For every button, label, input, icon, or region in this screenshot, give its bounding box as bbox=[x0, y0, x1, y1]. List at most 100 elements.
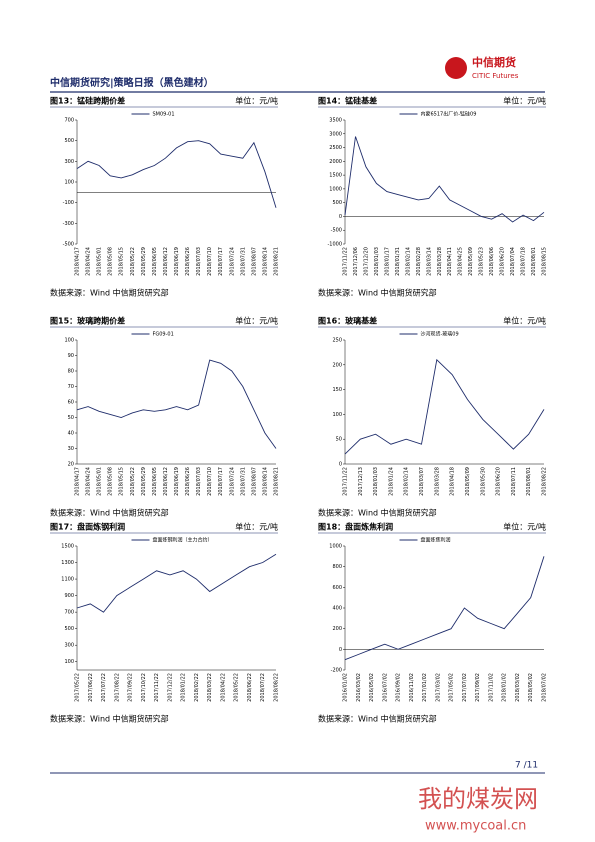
x-tick-label: 2018/06/05 bbox=[152, 247, 158, 276]
figure-title: 图14：锰硅基差 bbox=[318, 96, 377, 106]
y-tick-label: 500 bbox=[332, 200, 342, 206]
x-tick-label: 2018/01/03 bbox=[373, 467, 379, 496]
x-tick-label: 2017/11/02 bbox=[488, 673, 494, 702]
y-tick-label: -500 bbox=[63, 242, 74, 248]
figure-unit: 单位：元/吨 bbox=[235, 522, 278, 532]
x-tick-label: 2018/07/31 bbox=[240, 467, 246, 496]
y-tick-label: 0 bbox=[339, 462, 342, 468]
y-tick-label: 250 bbox=[332, 338, 342, 344]
y-tick-label: 200 bbox=[332, 362, 342, 368]
y-tick-label: 20 bbox=[68, 462, 74, 468]
x-tick-label: 2017/12/20 bbox=[363, 247, 369, 276]
x-tick-label: 2017/12/06 bbox=[353, 247, 359, 276]
x-tick-label: 2018/01/17 bbox=[384, 247, 390, 276]
x-tick-label: 2017/07/02 bbox=[462, 673, 468, 702]
figure-source: 数据来源：Wind 中信期货研究部 bbox=[50, 508, 169, 518]
figure-title: 图16：玻璃基差 bbox=[318, 316, 377, 326]
y-tick-label: 100 bbox=[64, 180, 74, 186]
y-tick-label: 900 bbox=[64, 593, 74, 599]
series-line bbox=[344, 136, 545, 223]
x-tick-label: 2018/08/22 bbox=[542, 467, 548, 496]
y-tick-label: -100 bbox=[63, 200, 74, 206]
y-tick-label: 700 bbox=[64, 610, 74, 616]
x-tick-label: 2018/06/22 bbox=[247, 673, 253, 702]
figure-title: 图15：玻璃跨期价差 bbox=[50, 316, 125, 326]
x-tick-label: 2018/05/23 bbox=[479, 247, 485, 276]
x-tick-label: 2018/04/25 bbox=[458, 247, 464, 276]
x-tick-label: 2018/06/26 bbox=[185, 467, 191, 496]
x-tick-label: 2018/01/24 bbox=[388, 467, 394, 496]
x-tick-label: 2018/06/12 bbox=[163, 247, 169, 276]
y-tick-label: 3000 bbox=[329, 131, 342, 137]
y-tick-label: 0 bbox=[339, 214, 342, 220]
x-tick-label: 2018/05/15 bbox=[119, 467, 125, 496]
x-tick-label: 2018/07/22 bbox=[260, 673, 266, 702]
x-tick-label: 2016/07/02 bbox=[382, 673, 388, 702]
x-tick-label: 2018/04/24 bbox=[86, 467, 92, 496]
x-tick-label: 2017/11/22 bbox=[154, 673, 160, 702]
y-tick-label: 80 bbox=[68, 369, 74, 375]
x-tick-label: 2018/05/08 bbox=[108, 247, 114, 276]
x-tick-label: 2018/06/26 bbox=[185, 247, 191, 276]
x-tick-label: 2016/03/02 bbox=[356, 673, 362, 702]
x-tick-label: 2017/11/22 bbox=[343, 247, 349, 276]
y-tick-label: 0 bbox=[339, 647, 342, 653]
y-tick-label: 100 bbox=[332, 412, 342, 418]
x-tick-label: 2018/07/18 bbox=[521, 247, 527, 276]
y-tick-label: 2000 bbox=[329, 159, 342, 165]
y-tick-label: 400 bbox=[332, 606, 342, 612]
x-tick-label: 2018/07/03 bbox=[196, 467, 202, 496]
x-tick-label: 2017/12/22 bbox=[167, 673, 173, 702]
x-tick-label: 2018/06/06 bbox=[489, 247, 495, 276]
y-tick-label: 30 bbox=[68, 446, 74, 452]
x-tick-label: 2017/12/13 bbox=[358, 467, 364, 496]
y-tick-label: 1500 bbox=[61, 544, 74, 550]
series-line bbox=[76, 359, 277, 449]
x-tick-label: 2018/06/20 bbox=[496, 467, 502, 496]
x-tick-label: 2018/08/14 bbox=[262, 247, 268, 276]
x-tick-label: 2018/01/03 bbox=[374, 247, 380, 276]
figure-source: 数据来源：Wind 中信期货研究部 bbox=[50, 288, 169, 298]
x-tick-label: 2018/05/02 bbox=[528, 673, 534, 702]
x-tick-label: 2017/05/02 bbox=[449, 673, 455, 702]
legend-label: 内蒙6517出厂价-锰硅09 bbox=[421, 111, 477, 118]
x-tick-label: 2016/01/02 bbox=[343, 673, 349, 702]
x-tick-label: 2018/08/14 bbox=[262, 467, 268, 496]
y-tick-label: 100 bbox=[64, 659, 74, 665]
x-tick-label: 2018/07/04 bbox=[510, 247, 516, 276]
y-tick-label: 1000 bbox=[329, 544, 342, 550]
figure-title: 图17：盘面炼钢利润 bbox=[50, 522, 125, 532]
figure-source: 数据来源：Wind 中信期货研究部 bbox=[50, 714, 169, 724]
series-line bbox=[344, 358, 545, 455]
x-tick-label: 2018/02/14 bbox=[404, 467, 410, 496]
x-tick-label: 2018/05/29 bbox=[141, 467, 147, 496]
x-tick-label: 2018/07/10 bbox=[207, 247, 213, 276]
x-tick-label: 2016/11/02 bbox=[409, 673, 415, 702]
figure-source: 数据来源：Wind 中信期货研究部 bbox=[318, 508, 437, 518]
x-tick-label: 2017/07/22 bbox=[101, 673, 107, 702]
x-tick-label: 2017/11/22 bbox=[343, 467, 349, 496]
x-tick-label: 2017/09/22 bbox=[128, 673, 134, 702]
x-tick-label: 2018/02/22 bbox=[194, 673, 200, 702]
x-tick-label: 2018/05/30 bbox=[480, 467, 486, 496]
y-tick-label: 300 bbox=[64, 643, 74, 649]
y-tick-label: 300 bbox=[64, 159, 74, 165]
x-tick-label: 2018/05/15 bbox=[119, 247, 125, 276]
x-tick-label: 2018/06/19 bbox=[174, 467, 180, 496]
y-tick-label: 60 bbox=[68, 400, 74, 406]
y-tick-label: 150 bbox=[332, 387, 342, 393]
x-tick-label: 2018/01/02 bbox=[502, 673, 508, 702]
x-tick-label: 2018/07/02 bbox=[542, 673, 548, 702]
x-tick-label: 2018/04/11 bbox=[447, 247, 453, 276]
x-tick-label: 2017/03/02 bbox=[435, 673, 441, 702]
x-tick-label: 2018/07/24 bbox=[229, 467, 235, 496]
x-tick-label: 2017/08/22 bbox=[114, 673, 120, 702]
x-tick-label: 2018/03/02 bbox=[515, 673, 521, 702]
x-tick-label: 2018/08/22 bbox=[274, 673, 280, 702]
x-tick-label: 2018/04/24 bbox=[86, 247, 92, 276]
x-tick-label: 2018/07/31 bbox=[240, 247, 246, 276]
series-line bbox=[76, 553, 277, 613]
figure-unit: 单位：元/吨 bbox=[503, 522, 546, 532]
y-tick-label: 1000 bbox=[329, 186, 342, 192]
x-tick-label: 2018/05/01 bbox=[97, 247, 103, 276]
